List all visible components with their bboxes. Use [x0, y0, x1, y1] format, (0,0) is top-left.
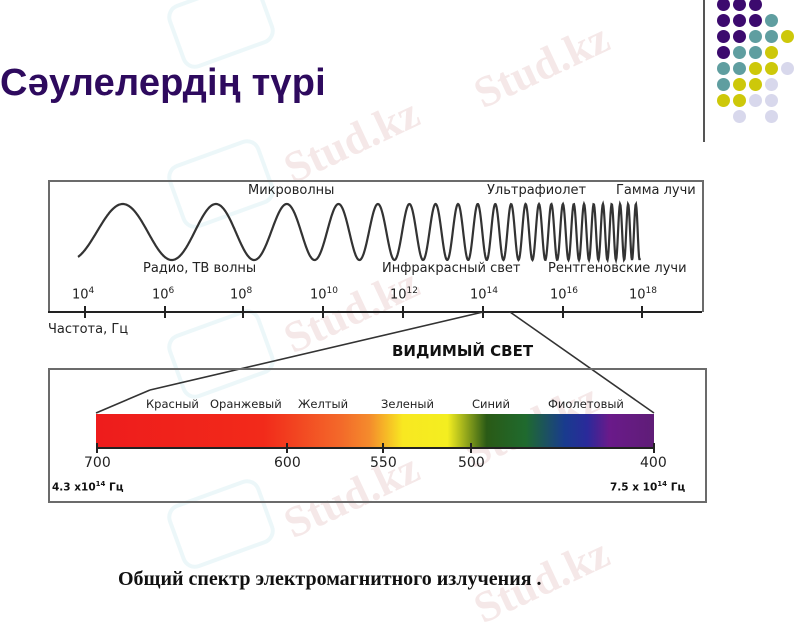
frequency-tick: [84, 306, 86, 318]
spectrum-frame-bottom: [48, 368, 707, 503]
wavelength-label-700: 700: [84, 455, 111, 471]
wavelength-tick: [96, 443, 98, 453]
label-gamma: Гамма лучи: [616, 183, 696, 198]
frequency-tick-label: 1010: [310, 286, 338, 303]
label-infrared: Инфракрасный свет: [382, 261, 521, 276]
dot: [733, 14, 746, 27]
dot: [733, 62, 746, 75]
wavelength-tick: [653, 443, 655, 453]
dot: [765, 46, 778, 59]
wavelength-label-500: 500: [458, 455, 485, 471]
frequency-tick-label: 104: [72, 286, 95, 303]
dot: [749, 78, 762, 91]
wavelength-label-400: 400: [640, 455, 667, 471]
visible-light-heading: ВИДИМЫЙ СВЕТ: [392, 342, 534, 360]
frequency-tick-label: 1016: [550, 286, 578, 303]
frequency-low-base: 4.3 x10: [52, 481, 96, 494]
label-xray: Рентгеновские лучи: [548, 261, 687, 276]
frequency-low-exp: 14: [95, 480, 106, 488]
frequency-tick: [322, 306, 324, 318]
dot: [765, 14, 778, 27]
frequency-tick: [402, 306, 404, 318]
dot: [717, 94, 730, 107]
frequency-axis: [48, 311, 702, 313]
em-wave: [77, 200, 642, 265]
wavelength-tick: [286, 443, 288, 453]
frequency-tick: [242, 306, 244, 318]
dot: [781, 30, 794, 43]
frequency-high-base: 7.5 x 10: [610, 481, 658, 494]
color-label-green: Зеленый: [381, 397, 434, 411]
frequency-tick: [562, 306, 564, 318]
label-ultraviolet: Ультрафиолет: [487, 183, 587, 198]
divider-line: [703, 0, 705, 142]
wavelength-label-550: 550: [370, 455, 397, 471]
color-label-violet: Фиолетовый: [548, 397, 624, 411]
dot: [733, 78, 746, 91]
visible-zoom-lines: [95, 311, 655, 414]
dot: [749, 46, 762, 59]
dot: [733, 94, 746, 107]
dot: [717, 46, 730, 59]
color-label-blue: Синий: [472, 397, 510, 411]
dot: [749, 94, 762, 107]
dot: [765, 78, 778, 91]
dot: [717, 78, 730, 91]
dot: [765, 30, 778, 43]
dot: [717, 0, 730, 11]
visible-spectrum-bar: [96, 414, 654, 449]
dot: [733, 30, 746, 43]
dot: [717, 30, 730, 43]
frequency-high-unit: Гц: [667, 481, 686, 494]
color-label-red: Красный: [146, 397, 199, 411]
frequency-tick: [641, 306, 643, 318]
spectrum-frame-top: [48, 180, 704, 312]
wavelength-tick: [382, 443, 384, 453]
frequency-tick-label: 1018: [629, 286, 657, 303]
dot: [781, 62, 794, 75]
frequency-low: 4.3 x1014 Гц: [52, 480, 124, 494]
dot: [717, 62, 730, 75]
slide-title: Сәулелердің түрі: [0, 62, 326, 104]
frequency-tick-label: 1012: [390, 286, 418, 303]
figure-caption: Общий спектр электромагнитного излучения…: [118, 568, 542, 590]
label-microwaves: Микроволны: [248, 183, 335, 198]
dot: [733, 46, 746, 59]
frequency-high-exp: 14: [657, 480, 668, 488]
dot: [749, 0, 762, 11]
dot: [749, 62, 762, 75]
dot: [749, 30, 762, 43]
dot-grid-decoration: [714, 0, 796, 130]
color-label-yellow: Желтый: [298, 397, 349, 411]
wavelength-label-600: 600: [274, 455, 301, 471]
frequency-low-unit: Гц: [105, 481, 124, 494]
color-label-orange: Оранжевый: [210, 397, 282, 411]
dot: [765, 94, 778, 107]
dot: [717, 14, 730, 27]
dot: [733, 110, 746, 123]
label-radio-tv: Радио, ТВ волны: [143, 261, 257, 276]
frequency-tick-label: 108: [230, 286, 253, 303]
frequency-axis-label: Частота, Гц: [48, 322, 129, 337]
frequency-tick-label: 106: [152, 286, 175, 303]
frequency-high: 7.5 x 1014 Гц: [610, 480, 685, 494]
frequency-tick-label: 1014: [470, 286, 498, 303]
dot: [749, 14, 762, 27]
dot: [765, 62, 778, 75]
frequency-tick: [164, 306, 166, 318]
wavelength-tick: [470, 443, 472, 453]
dot: [765, 110, 778, 123]
dot: [733, 0, 746, 11]
